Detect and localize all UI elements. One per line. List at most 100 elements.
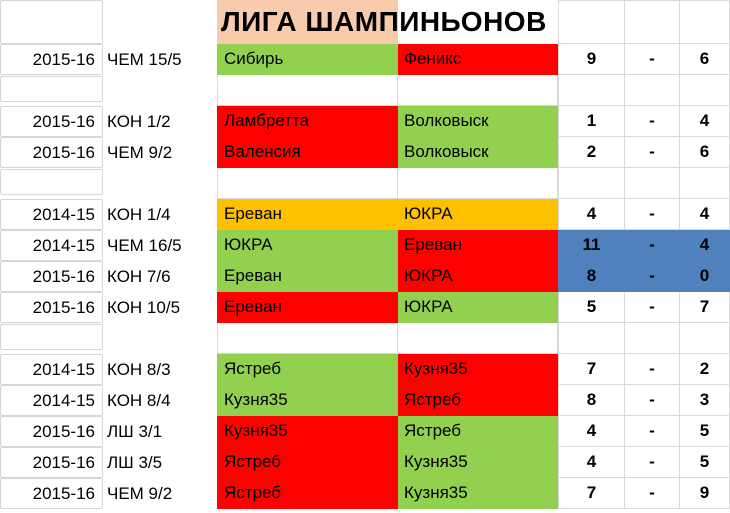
stage-cell[interactable]: ЛШ 3/1 [107, 421, 163, 441]
season-cell[interactable]: 2014-15 [0, 354, 103, 385]
empty-cell[interactable] [103, 0, 217, 44]
away-team-cell[interactable]: Феникс [398, 44, 558, 75]
empty-cell[interactable] [103, 323, 217, 354]
empty-cell[interactable] [680, 75, 730, 106]
away-team-cell[interactable]: Ястреб [398, 416, 558, 447]
home-team-cell[interactable]: Сибирь [217, 44, 398, 75]
away-team-cell[interactable]: Волковыск [398, 137, 558, 168]
season-cell[interactable]: 2014-15 [0, 230, 103, 261]
away-team-cell[interactable]: Ястреб [398, 385, 558, 416]
empty-cell[interactable] [217, 168, 398, 199]
score-dash-cell[interactable]: - [625, 385, 680, 416]
empty-cell[interactable] [625, 323, 680, 354]
title-cell[interactable]: ЛИГА ШАМПИНЬОНОВ [217, 0, 546, 44]
empty-cell[interactable] [558, 323, 625, 354]
home-score-cell[interactable]: 5 [558, 292, 625, 323]
home-score-cell[interactable]: 9 [558, 44, 625, 75]
home-score-cell[interactable]: 8 [558, 261, 625, 292]
season-cell[interactable]: 2015-16 [0, 447, 103, 478]
stage-cell[interactable]: ЧЕМ 16/5 [107, 235, 182, 255]
home-score-cell[interactable]: 4 [558, 199, 625, 230]
home-team-cell[interactable]: Ястреб [217, 354, 398, 385]
empty-cell[interactable] [625, 75, 680, 106]
away-score-cell[interactable]: 6 [680, 137, 730, 168]
away-score-cell[interactable]: 6 [680, 44, 730, 75]
score-dash-cell[interactable]: - [625, 261, 680, 292]
score-dash-cell[interactable]: - [625, 354, 680, 385]
stage-cell[interactable]: КОН 8/3 [107, 359, 171, 379]
stage-cell[interactable]: КОН 8/4 [107, 390, 171, 410]
empty-cell[interactable] [217, 323, 398, 354]
home-team-cell[interactable]: Ястреб [217, 447, 398, 478]
stage-cell[interactable]: ЧЕМ 15/5 [107, 49, 182, 69]
away-score-cell[interactable]: 4 [680, 199, 730, 230]
away-team-cell[interactable]: ЮКРА [398, 292, 558, 323]
away-score-cell[interactable]: 5 [680, 416, 730, 447]
score-dash-cell[interactable]: - [625, 199, 680, 230]
away-team-cell[interactable]: Ереван [398, 230, 558, 261]
season-cell[interactable]: 2015-16 [0, 44, 103, 75]
score-dash-cell[interactable]: - [625, 137, 680, 168]
away-score-cell[interactable]: 4 [680, 106, 730, 137]
season-cell[interactable]: 2015-16 [0, 478, 103, 509]
empty-cell[interactable] [398, 168, 558, 199]
stage-cell[interactable]: ЛШ 3/5 [107, 452, 163, 472]
home-team-cell[interactable]: Ереван [217, 199, 398, 230]
away-score-cell[interactable]: 3 [680, 385, 730, 416]
home-team-cell[interactable]: Ереван [217, 292, 398, 323]
empty-cell[interactable] [625, 0, 680, 44]
home-score-cell[interactable]: 4 [558, 447, 625, 478]
score-dash-cell[interactable]: - [625, 44, 680, 75]
season-cell[interactable]: 2014-15 [0, 385, 103, 416]
season-cell[interactable]: 2015-16 [0, 261, 103, 292]
away-team-cell[interactable]: Кузня35 [398, 447, 558, 478]
empty-cell[interactable] [680, 0, 730, 44]
away-team-cell[interactable]: Кузня35 [398, 478, 558, 509]
home-team-cell[interactable]: Ереван [217, 261, 398, 292]
away-score-cell[interactable]: 7 [680, 292, 730, 323]
empty-cell[interactable] [680, 168, 730, 199]
season-cell[interactable]: 2015-16 [0, 292, 103, 323]
empty-cell[interactable] [103, 75, 217, 106]
score-dash-cell[interactable]: - [625, 478, 680, 509]
empty-cell[interactable] [217, 75, 398, 106]
home-team-cell[interactable]: Кузня35 [217, 416, 398, 447]
empty-cell[interactable] [558, 0, 625, 44]
home-team-cell[interactable]: Ламбретта [217, 106, 398, 137]
home-team-cell[interactable]: Кузня35 [217, 385, 398, 416]
stage-cell[interactable]: ЧЕМ 9/2 [107, 142, 173, 162]
home-score-cell[interactable]: 2 [558, 137, 625, 168]
empty-cell[interactable] [103, 168, 217, 199]
empty-cell[interactable] [0, 0, 103, 44]
spacer-cell[interactable] [0, 323, 103, 354]
score-dash-cell[interactable]: - [625, 292, 680, 323]
empty-cell[interactable] [398, 323, 558, 354]
stage-cell[interactable]: КОН 1/4 [107, 204, 171, 224]
season-cell[interactable]: 2015-16 [0, 106, 103, 137]
spacer-cell[interactable] [0, 75, 103, 106]
home-score-cell[interactable]: 4 [558, 416, 625, 447]
score-dash-cell[interactable]: - [625, 106, 680, 137]
empty-cell[interactable] [558, 168, 625, 199]
stage-cell[interactable]: КОН 10/5 [107, 297, 181, 317]
score-dash-cell[interactable]: - [625, 416, 680, 447]
empty-cell[interactable] [398, 75, 558, 106]
spacer-cell[interactable] [0, 168, 103, 199]
home-score-cell[interactable]: 11 [558, 230, 625, 261]
empty-cell[interactable] [625, 168, 680, 199]
away-team-cell[interactable]: Кузня35 [398, 354, 558, 385]
score-dash-cell[interactable]: - [625, 230, 680, 261]
empty-cell[interactable] [680, 323, 730, 354]
home-score-cell[interactable]: 7 [558, 354, 625, 385]
away-score-cell[interactable]: 9 [680, 478, 730, 509]
stage-cell[interactable]: КОН 7/6 [107, 266, 171, 286]
score-dash-cell[interactable]: - [625, 447, 680, 478]
home-team-cell[interactable]: Ястреб [217, 478, 398, 509]
away-team-cell[interactable]: ЮКРА [398, 261, 558, 292]
home-score-cell[interactable]: 8 [558, 385, 625, 416]
season-cell[interactable]: 2015-16 [0, 137, 103, 168]
home-team-cell[interactable]: Валенсия [217, 137, 398, 168]
home-score-cell[interactable]: 1 [558, 106, 625, 137]
away-score-cell[interactable]: 5 [680, 447, 730, 478]
season-cell[interactable]: 2015-16 [0, 416, 103, 447]
